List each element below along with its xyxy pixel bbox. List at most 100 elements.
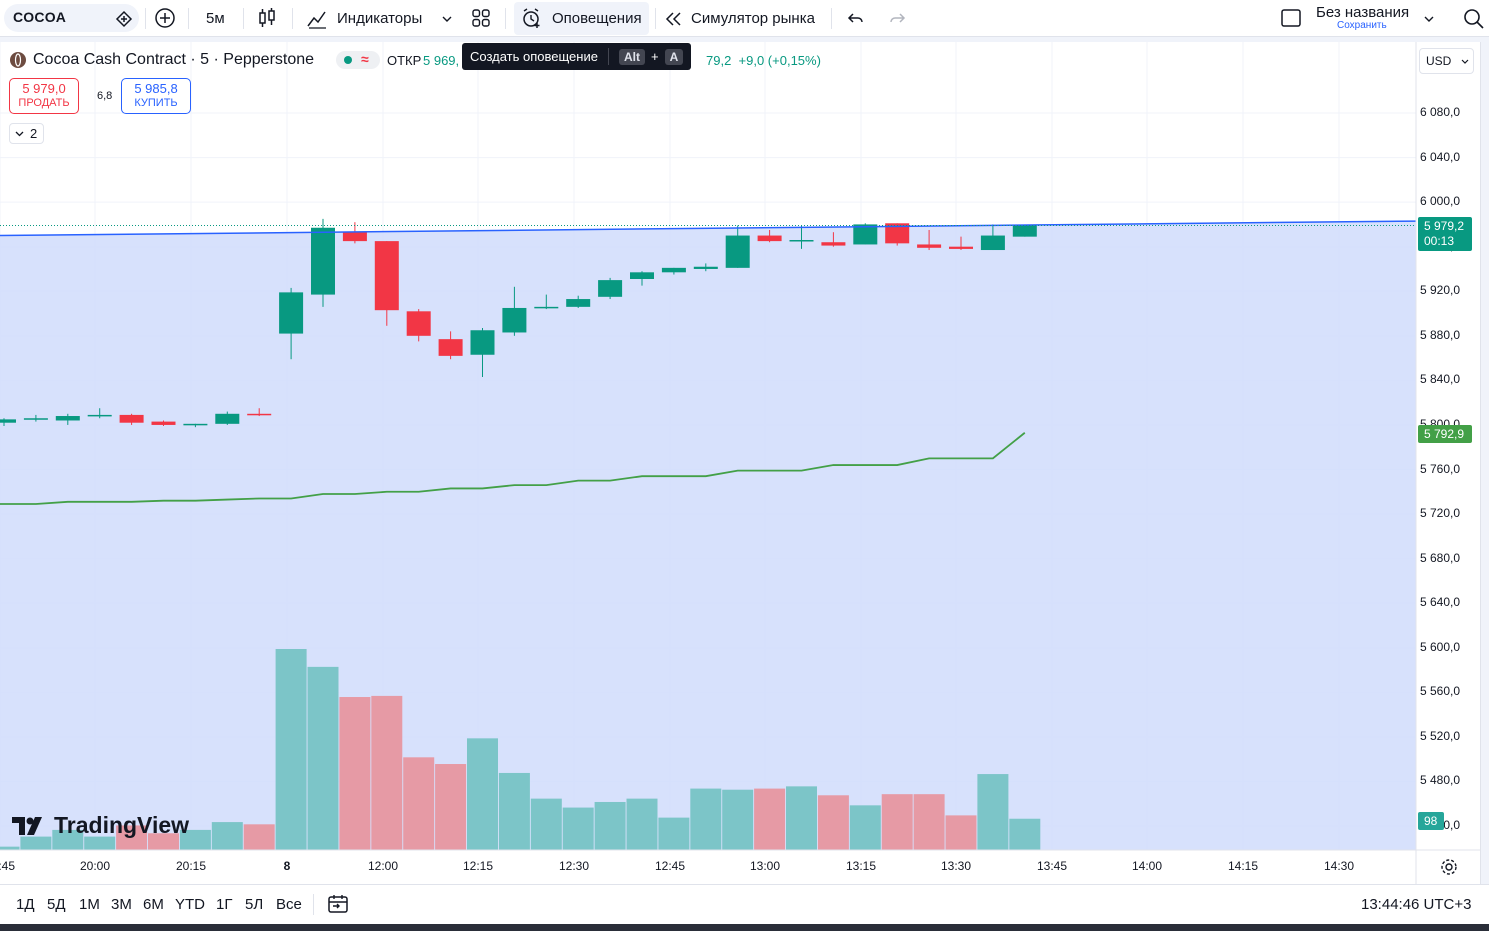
range-button[interactable]: 5Д: [47, 896, 66, 913]
alerts-label[interactable]: Оповещения: [552, 10, 642, 27]
volume-bar: [371, 695, 403, 850]
currency-select[interactable]: USD: [1419, 48, 1474, 74]
volume-bar: [786, 786, 817, 850]
range-button[interactable]: 5Л: [245, 896, 264, 913]
time-tick-label: 13:00: [749, 859, 781, 873]
clock-display[interactable]: 13:44:46 UTC+3: [1361, 896, 1472, 913]
market-simulator-button[interactable]: Симулятор рынка: [691, 10, 815, 27]
candle-body: [374, 241, 399, 311]
countdown-value: 00:13: [1424, 234, 1455, 248]
alerts-button[interactable]: [514, 2, 649, 35]
gear-icon[interactable]: [1440, 858, 1458, 881]
candle-body: [406, 311, 431, 336]
sell-button[interactable]: 5 979,0 ПРОДАТЬ: [9, 78, 79, 114]
volume-bar: [562, 807, 594, 850]
toolbar-divider: [0, 37, 1489, 42]
top-toolbar: COCOA 5м Индикаторы Оповещения: [0, 0, 1489, 37]
ma-line: [0, 432, 1026, 505]
tooltip-key-a: A: [664, 48, 684, 65]
trendline-fill-area: [0, 221, 1416, 850]
trendline[interactable]: [0, 220, 1417, 237]
price-tick-label: 5 640,0: [1420, 595, 1461, 610]
time-tick-label: 20:15: [175, 859, 207, 873]
indicators-button[interactable]: Индикаторы: [337, 10, 423, 27]
price-tick-label: 5 880,0: [1420, 327, 1461, 342]
symbol-name[interactable]: COCOA: [13, 9, 67, 25]
candle-body: [502, 307, 527, 333]
buy-button[interactable]: 5 985,8 КУПИТЬ: [121, 78, 191, 114]
range-button[interactable]: 1Г: [216, 896, 233, 913]
market-open-dot: [336, 51, 380, 69]
price-tick-label: 5 760,0: [1420, 461, 1461, 476]
time-tick-label: 12:45: [654, 859, 686, 873]
layout-checkbox-icon[interactable]: [1280, 7, 1302, 34]
volume-bar: [977, 774, 1009, 850]
search-icon[interactable]: [1461, 6, 1485, 35]
range-button[interactable]: 1Д: [16, 896, 35, 913]
compare-icon[interactable]: [114, 9, 134, 34]
candle-body: [342, 232, 367, 242]
sell-label: ПРОДАТЬ: [18, 97, 70, 109]
candle-body: [630, 272, 654, 279]
volume-bar: [243, 824, 275, 850]
go-to-date-icon[interactable]: [327, 893, 349, 920]
change-value: 79,2 +9,0 (+0,15%): [706, 53, 821, 68]
right-panel-edge[interactable]: [1480, 42, 1489, 884]
trendline-line: [0, 220, 1417, 237]
indicator-collapse-button[interactable]: 2: [9, 123, 44, 144]
save-link[interactable]: Сохранить: [1337, 20, 1387, 31]
range-button[interactable]: YTD: [175, 896, 205, 913]
sell-price: 5 979,0: [22, 81, 66, 96]
candles-icon[interactable]: [256, 7, 278, 34]
volume-bar: [275, 649, 307, 850]
chevron-down-icon[interactable]: [441, 12, 453, 30]
last-price-label: 5 979,2 00:13: [1418, 217, 1472, 251]
volume-bar: [179, 829, 211, 850]
range-button[interactable]: 6М: [143, 896, 164, 913]
alarm-clock-icon[interactable]: [521, 7, 543, 34]
candle-body: [757, 235, 782, 242]
range-button[interactable]: 3М: [111, 896, 132, 913]
time-tick-label: 8: [283, 859, 291, 873]
undo-icon[interactable]: [846, 9, 866, 34]
candle-body: [438, 339, 463, 356]
candle-body: [470, 330, 495, 355]
indicators-icon[interactable]: [306, 7, 328, 34]
chevron-down-icon: [15, 131, 24, 137]
time-tick-label: 13:15: [845, 859, 877, 873]
volume-bar: [20, 836, 52, 850]
range-button[interactable]: 1М: [79, 896, 100, 913]
candle-body: [566, 299, 591, 307]
volume-bar: [1009, 818, 1041, 850]
volume-value-label: 98: [1418, 812, 1444, 830]
price-tick-label: 6 080,0: [1420, 105, 1461, 119]
volume-bar: [498, 772, 530, 850]
delayed-data-icon: ≈: [361, 51, 369, 67]
candle-body: [183, 423, 208, 426]
symbol-search[interactable]: [4, 4, 139, 32]
candle-series: [0, 218, 1037, 428]
candle-body: [55, 416, 80, 421]
legend-title[interactable]: Cocoa Cash Contract · 5 · Pepperstone: [33, 51, 315, 68]
candle-body: [23, 418, 48, 420]
price-tick-label: 5 600,0: [1420, 639, 1461, 654]
candle-body: [853, 224, 878, 245]
templates-icon[interactable]: [471, 8, 491, 33]
rewind-icon[interactable]: [664, 9, 684, 34]
candle-body: [821, 242, 846, 246]
redo-icon[interactable]: [887, 9, 907, 34]
volume-bar: [754, 788, 786, 850]
price-tick-label: 5 520,0: [1420, 728, 1461, 743]
tradingview-logo-icon: [12, 816, 42, 835]
layout-name[interactable]: Без названия: [1316, 4, 1410, 21]
window-footer: [0, 924, 1489, 931]
volume-bar: [594, 801, 626, 850]
tradingview-logo[interactable]: TradingView: [12, 812, 189, 839]
chart-pane[interactable]: [0, 42, 1480, 884]
tooltip-text: Создать оповещение: [470, 49, 598, 64]
add-symbol-icon[interactable]: [154, 7, 176, 34]
layout-chevron-down-icon[interactable]: [1423, 12, 1435, 30]
interval-button[interactable]: 5м: [206, 10, 225, 27]
candle-body: [311, 227, 335, 295]
range-button[interactable]: Все: [276, 896, 302, 913]
